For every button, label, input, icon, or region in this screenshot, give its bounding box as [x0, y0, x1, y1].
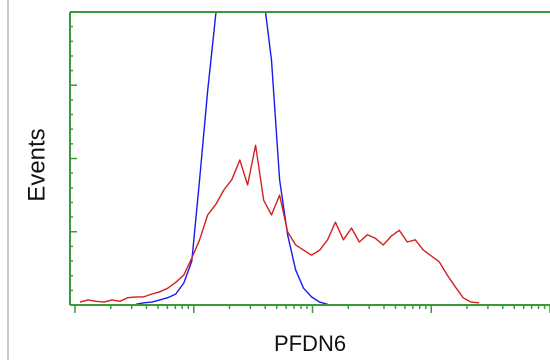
series-line [135, 12, 328, 305]
y-axis-label: Events [23, 128, 50, 201]
series-line [79, 144, 480, 304]
x-axis-label: PFDN6 [274, 331, 346, 356]
plot-area [79, 12, 480, 305]
axes [69, 11, 550, 313]
